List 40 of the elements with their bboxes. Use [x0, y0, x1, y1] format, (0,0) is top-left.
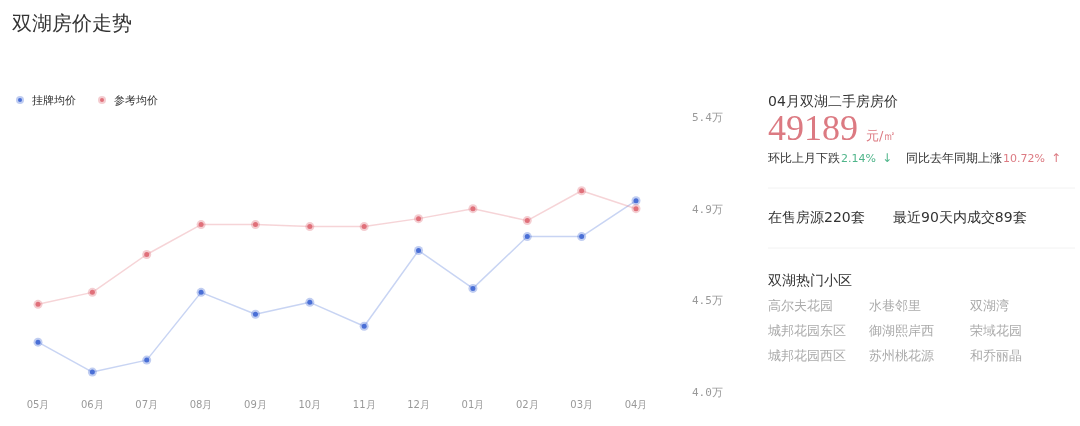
text: 2.14% — [841, 152, 876, 165]
text: 高尔夫花园 — [768, 298, 833, 313]
text: 御湖熙岸西 — [869, 323, 934, 338]
text: 同比去年同期上涨 — [906, 151, 1003, 165]
x-tick-label: 09月 — [244, 399, 267, 410]
x-tick-label: 10月 — [298, 399, 322, 410]
legend-label: 挂牌均价 — [32, 94, 76, 107]
text: 10.72% — [1003, 152, 1045, 165]
x-tick-label: 03月 — [570, 399, 593, 410]
text: ↑ — [1050, 151, 1062, 165]
text: 在售房源220套 — [768, 209, 865, 225]
text: 元/㎡ — [866, 128, 897, 143]
text: 04月双湖二手房房价 — [768, 93, 898, 109]
text: 苏州桃花源 — [869, 348, 934, 363]
x-tick-label: 08月 — [189, 399, 213, 410]
text: 荣域花园 — [970, 323, 1022, 338]
text: 和乔丽晶 — [970, 348, 1022, 363]
y-tick-label: 5.4万 — [692, 111, 723, 124]
x-tick-label: 06月 — [81, 399, 104, 410]
text: 水巷邻里 — [869, 298, 921, 313]
text: 最近90天内成交89套 — [893, 209, 1027, 225]
text: 环比上月下跌 — [768, 151, 840, 165]
x-tick-label: 04月 — [624, 399, 648, 410]
legend-label: 参考均价 — [114, 94, 158, 107]
text: 双湖湾 — [970, 298, 1009, 313]
x-tick-label: 05月 — [26, 399, 50, 410]
y-tick-label: 4.9万 — [692, 202, 723, 216]
y-tick-label: 4.0万 — [692, 386, 723, 399]
x-tick-label: 12月 — [407, 399, 430, 410]
text: 城邦花园西区 — [767, 348, 846, 363]
text: ↓ — [881, 151, 893, 165]
text: 城邦花园东区 — [767, 323, 846, 338]
y-tick-label: 4.5万 — [692, 294, 723, 308]
x-tick-label: 01月 — [461, 399, 485, 410]
x-tick-label: 11月 — [352, 399, 376, 410]
x-tick-label: 07月 — [135, 399, 159, 410]
chart-title: 双湖房价走势 — [12, 11, 132, 35]
text: 49189 — [768, 108, 858, 148]
text: 双湖热门小区 — [768, 272, 852, 288]
x-tick-label: 02月 — [515, 399, 539, 410]
